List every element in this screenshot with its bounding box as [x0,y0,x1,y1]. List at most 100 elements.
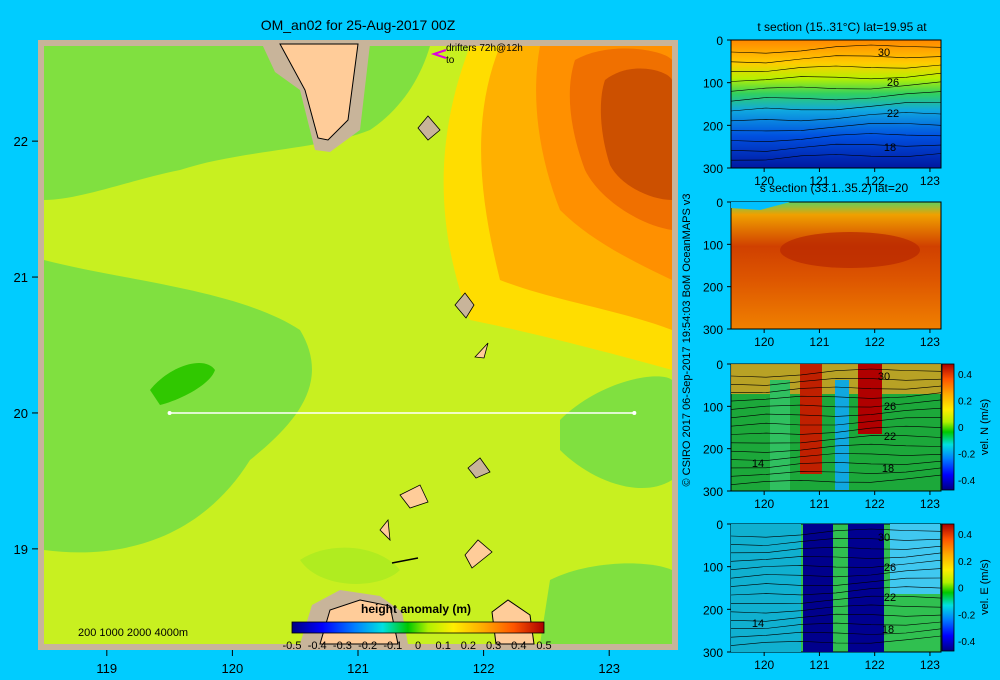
contour-line [730,44,942,54]
map-y-tick-label: 20 [14,406,28,421]
colorbar-tick-label: -0.4 [958,476,976,487]
panel-y-tick-label: 300 [703,646,723,660]
contour-line [730,112,942,122]
panel-y-tick-label: 300 [703,162,723,176]
panel-x-tick-label: 120 [754,174,774,188]
contour-line [730,64,942,72]
panel-x-tick-label: 123 [920,335,940,349]
panel-s-fresh-patch [731,202,790,210]
contour-line [730,613,942,622]
panel-n-colorbar-label: vel. N (m/s) [979,399,991,455]
map-x-tick-label: 121 [347,661,369,676]
contour-line [730,392,942,402]
contour-label: 26 [884,562,896,574]
field-green-east [560,376,672,489]
field-green-south [300,547,400,584]
island-6 [379,518,391,542]
panel-e-jet-1 [803,524,833,652]
colorbar-tick-label: -0.2 [358,640,377,652]
panel-y-tick-label: 100 [703,238,723,252]
panel-n-jet-1 [800,364,822,474]
island-3 [474,342,489,359]
panel-t-axes: 120 121 122 123 0 100 200 300 [703,34,940,188]
colorbar-tick-label: 0.4 [958,370,972,381]
panel-x-tick-label: 120 [754,658,774,672]
colorbar-tick-label: 0.2 [958,397,972,408]
panel-x-tick-label: 121 [809,497,829,511]
colorbar-tick-label: 0.2 [958,557,972,568]
panel-y-tick-label: 0 [716,518,723,532]
contour-line [730,435,942,444]
map-x-tick-label: 119 [96,661,117,676]
panel-x-tick-label: 120 [754,497,774,511]
contour-line [730,460,942,469]
contour-line [730,453,942,461]
contour-label: 22 [884,592,896,604]
panel-n-axes: 120 121 122 123 0 100 200 300 [703,358,940,511]
colorbar-tick-label: -0.3 [333,640,352,652]
panel-e-colorbar [941,523,955,652]
colorbar-tick-label: 0.4 [511,640,526,652]
panel-y-tick-label: 100 [703,77,723,91]
panel-n-colorbar-ticks: 0.4 0.2 0 -0.2 -0.4 [958,370,976,487]
contour-label: 30 [878,47,890,59]
drifters-sub: to [446,55,455,66]
colorbar-tick-label: -0.2 [958,450,976,461]
colorbar-tick-label: 0 [415,640,421,652]
contour-line [730,545,942,554]
panel-n-colorbar [941,363,955,491]
colorbar-tick-label: -0.5 [283,640,302,652]
panel-e-axes: 120 121 122 123 0 100 200 300 [703,518,940,672]
panel-t-contours: 30 26 22 18 [730,44,942,161]
field-green-core [150,362,215,405]
colorbar-title: height anomaly (m) [361,602,471,616]
panel-s-axes: 120 121 122 123 0 100 200 300 [703,196,940,349]
contour-line [730,133,942,143]
colorbar-tick-label: 0 [958,423,964,434]
drifters-label: drifters 72h@12h [446,43,523,54]
contour-label: 18 [884,142,896,154]
contour-label: 14 [752,458,764,470]
map-y-tick-label: 21 [14,270,28,285]
panel-x-tick-label: 122 [865,335,885,349]
colorbar-tick-label: 0.4 [958,530,972,541]
credit-text: © CSIRO 2017 06-Sep-2017 19:54:03 BoM Oc… [681,193,693,486]
panel-x-tick-label: 123 [920,174,940,188]
panel-n-contours: 30 26 22 18 14 [730,368,942,485]
contour-label: 22 [884,431,896,443]
contour-label: 22 [887,108,899,120]
panel-y-tick-label: 0 [716,34,723,48]
contour-line [730,55,942,64]
colorbar-tick-label: -0.2 [958,610,976,621]
contour-line [730,568,942,579]
panel-y-tick-label: 100 [703,400,723,414]
panel-t-field [730,39,942,169]
contour-line [730,635,942,646]
map-axes: 119 120 121 122 123 22 21 20 19 [14,134,621,676]
island-5 [399,484,429,509]
contour-line [730,102,942,112]
contour-line [730,153,942,161]
drifter-arrow-icon [430,49,447,59]
contour-line [730,559,942,571]
contour-line [730,72,942,82]
field-green-west [44,260,312,553]
contour-line [730,123,942,132]
panel-y-tick-label: 100 [703,561,723,575]
island-line [391,557,419,564]
colorbar-tick-label: 0.5 [536,640,551,652]
panel-y-tick-label: 200 [703,603,723,617]
panel-e-colorbar-label: vel. E (m/s) [979,559,991,615]
contour-line [730,407,942,419]
map-y-tick-label: 22 [14,134,28,149]
panel-y-tick-label: 200 [703,119,723,133]
contour-line [730,474,942,485]
panel-s-core [780,232,920,268]
contour-line [730,81,942,92]
contour-label: 30 [878,371,890,383]
contour-line [730,443,942,453]
contour-label: 18 [882,624,894,636]
contour-line [730,537,942,546]
contour-line [730,552,942,562]
contour-line [730,604,942,614]
